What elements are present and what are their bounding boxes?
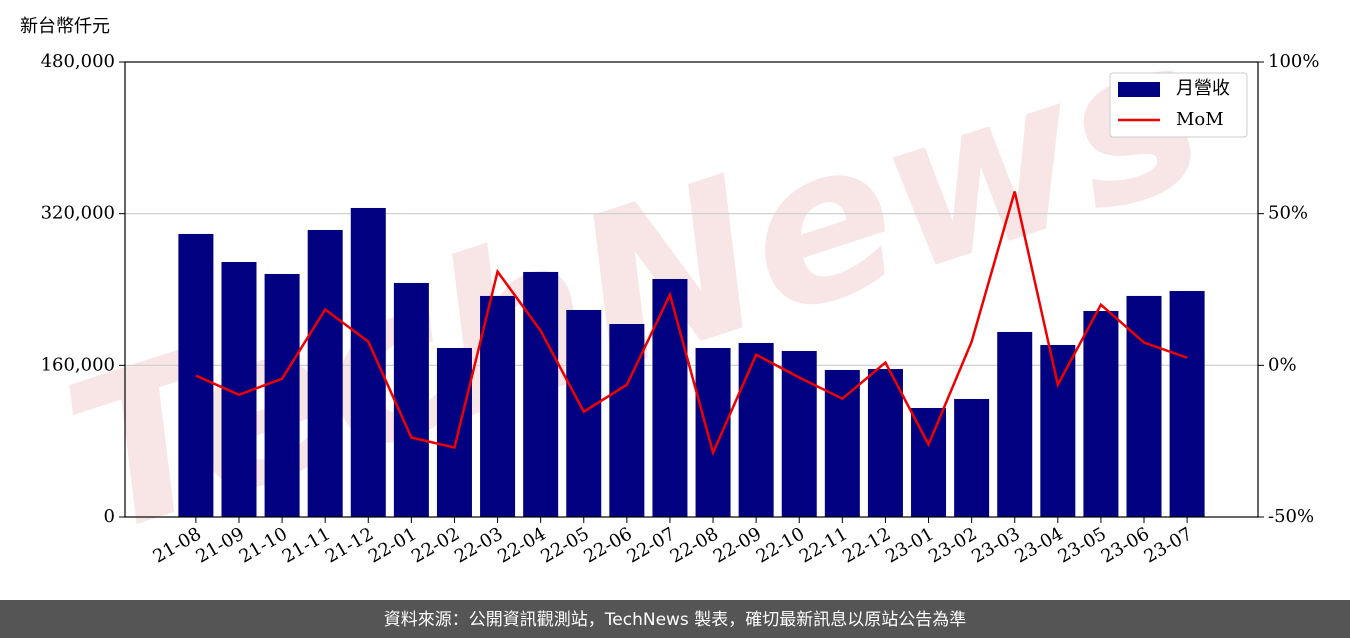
x-tick-label: 23-07 xyxy=(1141,523,1196,567)
bar xyxy=(824,369,860,517)
x-tick-label: 23-01 xyxy=(882,523,937,567)
bar xyxy=(566,309,602,517)
bar xyxy=(1126,295,1162,517)
x-tick-label: 22-08 xyxy=(667,523,722,567)
legend-label: MoM xyxy=(1176,109,1224,130)
x-tick-label: 23-03 xyxy=(968,523,1023,567)
y2-tick-label: 50% xyxy=(1268,203,1308,224)
y-tick-label: 160,000 xyxy=(41,354,115,375)
bar xyxy=(178,233,214,517)
x-tick-label: 23-04 xyxy=(1011,523,1066,567)
bar xyxy=(867,369,903,517)
legend-label: 月營收 xyxy=(1176,78,1230,99)
y-tick-label: 320,000 xyxy=(41,203,115,224)
bar xyxy=(911,407,947,517)
bar xyxy=(436,347,472,517)
x-tick-label: 22-10 xyxy=(753,523,808,567)
x-tick-label: 22-07 xyxy=(624,523,679,567)
footer: 資料來源：公開資訊觀測站，TechNews 製表，確切最新訊息以原站公告為準 xyxy=(384,610,966,630)
legend-swatch xyxy=(1118,82,1160,97)
bar xyxy=(393,282,429,517)
x-tick-label: 22-09 xyxy=(710,523,765,567)
x-tick-label: 22-03 xyxy=(451,523,506,567)
bar xyxy=(480,295,516,517)
y-tick-label: 480,000 xyxy=(41,51,115,72)
x-tick-label: 21-11 xyxy=(279,523,334,567)
bar xyxy=(695,347,731,517)
x-tick-label: 22-11 xyxy=(796,523,851,567)
x-tick-label: 22-12 xyxy=(839,523,894,567)
bar xyxy=(1169,291,1205,517)
bar xyxy=(307,229,343,518)
bar xyxy=(652,278,688,517)
line xyxy=(195,191,1188,457)
x-tick-label: 22-05 xyxy=(537,523,592,567)
bar xyxy=(1040,344,1076,517)
x-tick-label: 23-05 xyxy=(1054,523,1109,567)
x-tick-label: 22-04 xyxy=(494,523,549,567)
x-tick-label: 23-02 xyxy=(925,523,980,567)
x-tick-label: 22-02 xyxy=(408,523,463,567)
x-tick-label: 22-01 xyxy=(365,523,420,567)
x-tick-label: 22-06 xyxy=(580,523,635,567)
bar xyxy=(738,342,774,517)
plot-frame xyxy=(124,61,1259,518)
bar xyxy=(609,324,645,517)
bar xyxy=(1083,311,1119,517)
bar xyxy=(350,207,386,517)
bar xyxy=(781,351,817,517)
bar xyxy=(264,273,300,517)
y-axis-label: 新台幣仟元 xyxy=(20,16,110,37)
bar xyxy=(997,331,1033,517)
bar xyxy=(523,271,559,517)
x-tick-label: 23-06 xyxy=(1098,523,1153,567)
y2-tick-label: 100% xyxy=(1268,51,1319,72)
y2-tick-label: 0% xyxy=(1268,354,1297,375)
y-tick-label: 0 xyxy=(104,506,115,527)
y2-tick-label: -50% xyxy=(1268,506,1314,527)
x-tick-label: 21-12 xyxy=(322,523,377,567)
bar xyxy=(954,398,990,517)
footer-bar xyxy=(0,600,1350,638)
